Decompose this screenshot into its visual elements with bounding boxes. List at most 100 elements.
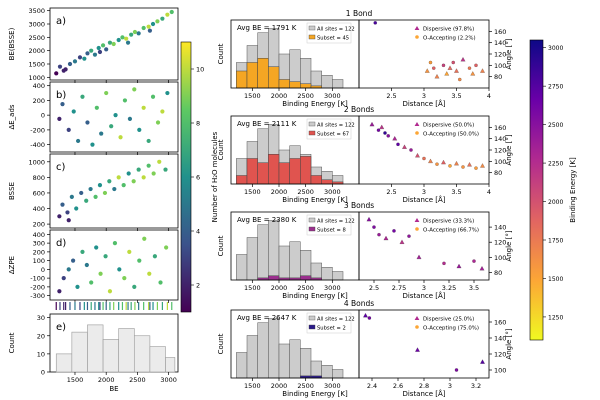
- panel-c-tick-label-2: 600: [33, 189, 45, 197]
- scatter-row-1-point-2: [434, 74, 440, 79]
- panel-a-point-5: [77, 55, 83, 60]
- scatter-row-2-tick-label-1: 100: [494, 158, 506, 166]
- panel-a-tick-label-2: 2000: [28, 47, 45, 55]
- panel-b-tick-label-2: 0: [41, 112, 45, 120]
- scatter-row-2-point-6: [402, 144, 407, 149]
- scatter-row-2-legend-oaccepting: O-Accepting (50.0%): [423, 132, 479, 138]
- panel-e-xtick-label-0: 1500: [67, 376, 84, 384]
- panel-b-point-19: [146, 138, 151, 144]
- panel-a-tick-label-1: 1500: [28, 61, 45, 69]
- scatter-row-3-xtick-label-1: 2.75: [392, 284, 406, 292]
- hist-row-2-xtick-label-3: 3000: [324, 188, 341, 196]
- panel-c-point-20: [151, 171, 156, 176]
- panel-b-point-18: [141, 105, 146, 110]
- be-colorbar-label: Binding Energy [K]: [569, 157, 577, 223]
- hist-row-2-subset-bar-1: [246, 158, 258, 185]
- hist-row-1-xtick-label-2: 2500: [297, 92, 314, 100]
- hist-row-1-subset-bar-1: [246, 62, 258, 89]
- scatter-row-2-tick-label-4: 160: [494, 124, 506, 132]
- scatter-row-4-legend-marker-oaccepting: [415, 325, 419, 329]
- hist-row-4-annotation: Avg BE = 2647 K: [237, 314, 297, 322]
- scatter-row-4-tick-label-0: 100: [494, 367, 506, 375]
- hist-row-4-xtick-label-0: 1500: [244, 382, 261, 390]
- panel-e-xlabel: BE: [109, 385, 118, 393]
- hist-row-3-xlabel: Binding Energy [K]: [282, 292, 348, 300]
- panel-b-point-5: [80, 94, 85, 99]
- scatter-row-4-tick-label-3: 160: [494, 319, 506, 327]
- scatter-row-3-xlabel: Distance [Å]: [402, 291, 445, 300]
- scatter-row-2-point-19: [383, 131, 387, 135]
- scatter-row-1-legend-dispersive: Dispersive (97.8%): [423, 27, 474, 33]
- panel-b-point-7: [90, 142, 95, 147]
- scatter-row-2-point-18: [480, 163, 485, 168]
- panel-c-point-4: [74, 206, 79, 211]
- panel-d-point-19: [147, 271, 152, 276]
- panel-b-point-6: [85, 120, 90, 125]
- be-colorbar-tick-label-6: 2750: [548, 84, 563, 91]
- scatter-row-2-legend-marker-dispersive: [414, 122, 420, 126]
- panel-d-point-6: [84, 262, 89, 268]
- scatter-row-2-point-13: [448, 164, 452, 168]
- hist-row-2-subset-bar-8: [321, 179, 333, 185]
- panel-d-point-20: [152, 254, 157, 259]
- scatter-row-3-point-2: [383, 235, 389, 241]
- hist-row-4-legend-subset: Subset = 2: [317, 326, 346, 332]
- panel-a-tick-label-3: 2500: [28, 34, 45, 42]
- hist-row-1-all-bar-7: [310, 70, 322, 89]
- hist-row-4-all-bar-2: [257, 322, 269, 379]
- panel-e-xtick-label-3: 3000: [160, 376, 177, 384]
- panel-e-xtick-label-1: 2000: [98, 376, 115, 384]
- panel-c-point-22: [163, 167, 168, 172]
- panel-a-ylabel: BE(BSSE): [8, 27, 16, 60]
- panel-c-point-10: [102, 190, 108, 196]
- hist-row-4-all-bar-8: [321, 365, 333, 379]
- panel-e-bar-0: [55, 353, 73, 373]
- panel-b-tick-label-4: 400: [33, 82, 45, 90]
- panel-a-point-9: [92, 52, 98, 57]
- panel-d-tick-label-5: 200: [33, 248, 45, 256]
- scatter-row-4-tick-label-2: 140: [494, 335, 506, 343]
- panel-d-tick-label-4: 100: [33, 257, 45, 265]
- be-colorbar-tick-label-5: 2500: [548, 122, 563, 129]
- panel-b-point-15: [127, 116, 133, 121]
- panel-c-point-15: [126, 171, 131, 176]
- scatter-row-2-point-7: [409, 148, 413, 152]
- be-colorbar-tick-label-3: 2000: [548, 199, 563, 206]
- scatter-row-3-point-5: [407, 234, 411, 238]
- panel-d-tick-label-2: -100: [30, 275, 45, 283]
- scatter-row-1-legend-oaccepting: O-Accepting (2.2%): [423, 36, 476, 42]
- panel-b-point-14: [122, 98, 128, 103]
- scatter-row-4-legend-marker-dispersive: [414, 316, 420, 320]
- panel-b-point-1: [60, 102, 65, 107]
- scatter-row-3-xtick-label-3: 3.25: [442, 284, 456, 292]
- panel-c-point-0: [57, 214, 62, 219]
- scatter-row-1-tick-label-4: 160: [494, 28, 506, 36]
- hist-row-3-ylabel: Count: [217, 235, 225, 256]
- scatter-row-2-point-3: [386, 134, 390, 138]
- scatter-row-3-legend-marker-oaccepting: [415, 227, 419, 231]
- viridis-colorbar: [180, 41, 192, 313]
- be-colorbar-tick-label-2: 1750: [548, 238, 563, 245]
- hist-row-3-legend-swatch-all: [308, 217, 316, 223]
- panel-b-frame: [49, 81, 179, 153]
- panel-c-frame: [49, 153, 179, 229]
- panel-a-point-3: [67, 61, 73, 67]
- be-colorbar-tick-label-0: 1250: [548, 314, 563, 321]
- scatter-row-2-point-1: [376, 128, 381, 132]
- panel-c-point-9: [97, 183, 103, 188]
- panel-c-point-1: [60, 202, 65, 207]
- panel-c-point-5: [79, 190, 84, 196]
- hist-row-3-xtick-label-0: 1500: [244, 284, 261, 292]
- scatter-row-4-point-0: [363, 312, 368, 318]
- hist-row-2-subset-bar-5: [289, 158, 301, 185]
- panel-e-tick-label-3: 30: [37, 314, 45, 322]
- panel-e-xtick-label-2: 2500: [129, 376, 146, 384]
- hist-row-4-all-bar-6: [300, 348, 312, 379]
- scatter-row-3-tick-label-3: 140: [494, 224, 506, 232]
- scatter-row-2-point-0: [369, 121, 375, 127]
- hist-row-2-subset-bar-7: [310, 175, 322, 185]
- viridis-tick-label-3: 8: [196, 120, 200, 128]
- panel-b-point-23: [165, 90, 170, 96]
- scatter-row-1-xtick-label-1: 3: [422, 92, 426, 100]
- hist-row-2-ylabel: Count: [217, 139, 225, 160]
